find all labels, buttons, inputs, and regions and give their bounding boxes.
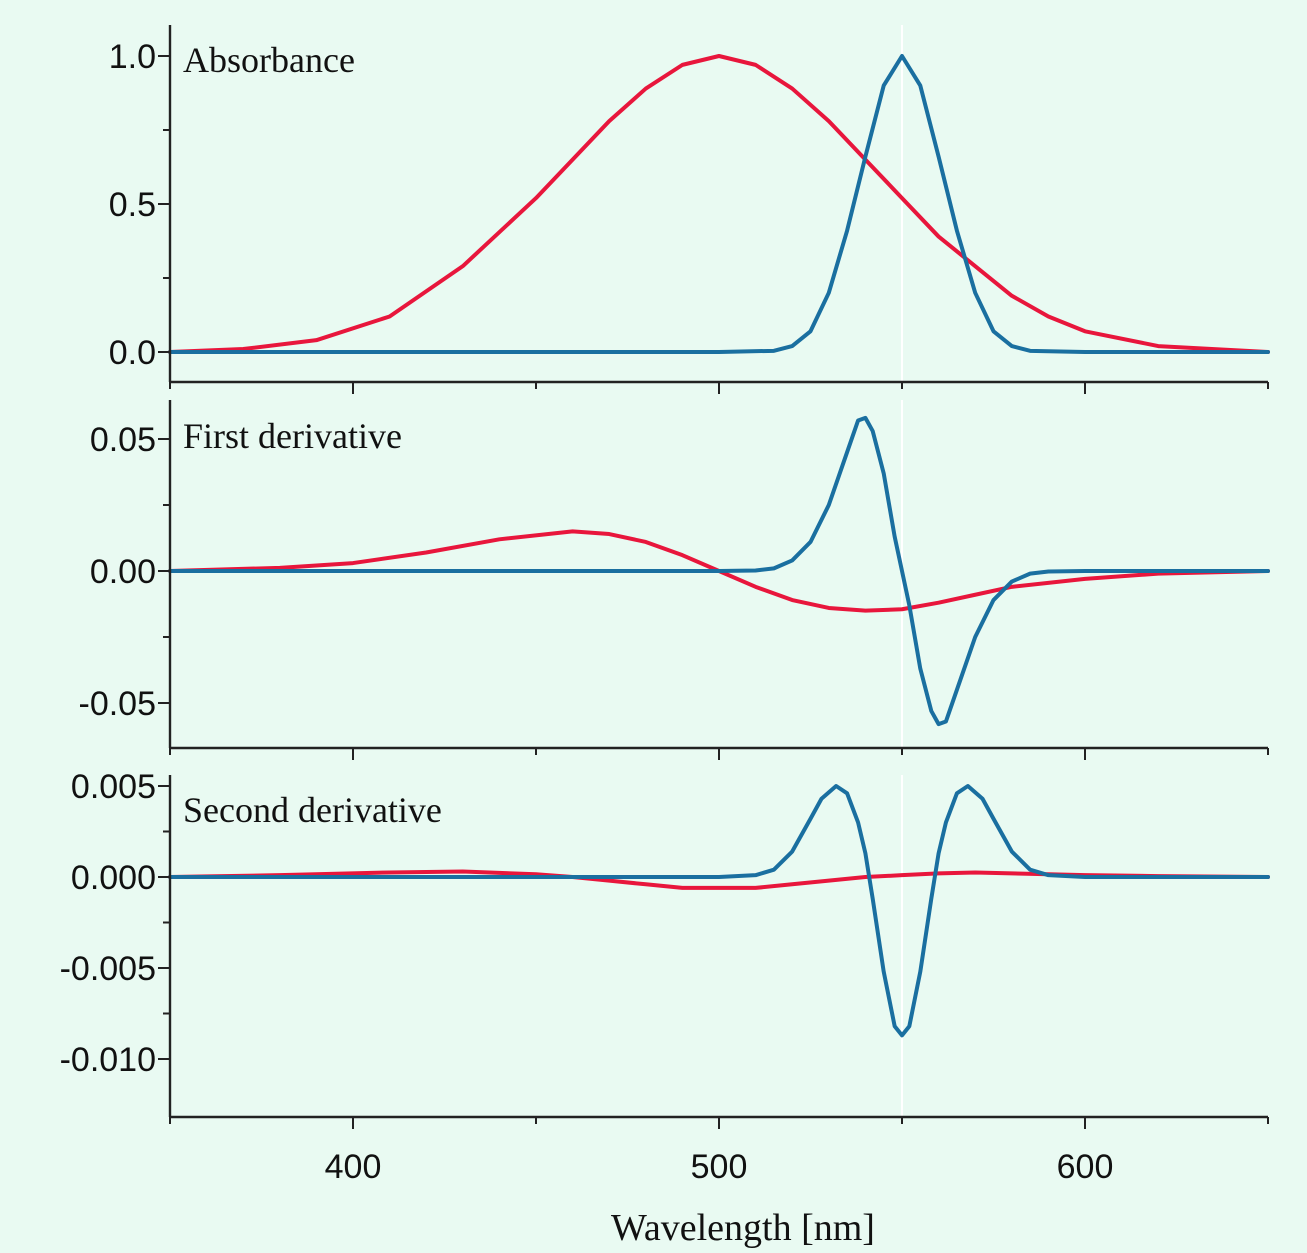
x-axis-label: Wavelength [nm] [611,1207,875,1249]
x-tick-label: 400 [325,1148,382,1186]
y-tick-label: 1.0 [109,38,156,76]
y-tick-label: 0.005 [71,768,156,806]
series-line-red [168,869,1270,890]
y-tick-label: 0.0 [109,334,156,372]
panel-label: First derivative [183,416,402,456]
panel-1: 0.0 0.5 1.0 Absorbance [109,25,1270,394]
panel-3: -0.010 -0.005 0.000 0.005 Second derivative [60,768,1270,1129]
panels-group: 0.0 0.5 1.0 Absorbance -0.05 0.00 0.05 First de… [60,25,1270,1129]
series-line-blue [168,784,1270,1038]
series-line-red [168,54,1270,354]
series-line-blue [168,54,1270,354]
x-axis-group: 400 500 600 [325,1148,1114,1186]
y-tick-label: 0.000 [71,859,156,897]
series-line-blue [168,415,1270,727]
y-tick-label: -0.010 [60,1041,156,1079]
y-tick-label: 0.5 [109,186,156,224]
x-tick-label: 500 [691,1148,748,1186]
series-line-red [168,529,1270,613]
y-tick-label: -0.05 [79,685,157,723]
x-tick-label: 600 [1057,1148,1114,1186]
y-tick-label: -0.005 [60,950,156,988]
panel-label: Absorbance [183,40,355,80]
y-tick-label: 0.00 [90,553,156,591]
y-tick-label: 0.05 [90,421,156,459]
panel-label: Second derivative [183,790,442,830]
panel-2: -0.05 0.00 0.05 First derivative [79,400,1270,760]
